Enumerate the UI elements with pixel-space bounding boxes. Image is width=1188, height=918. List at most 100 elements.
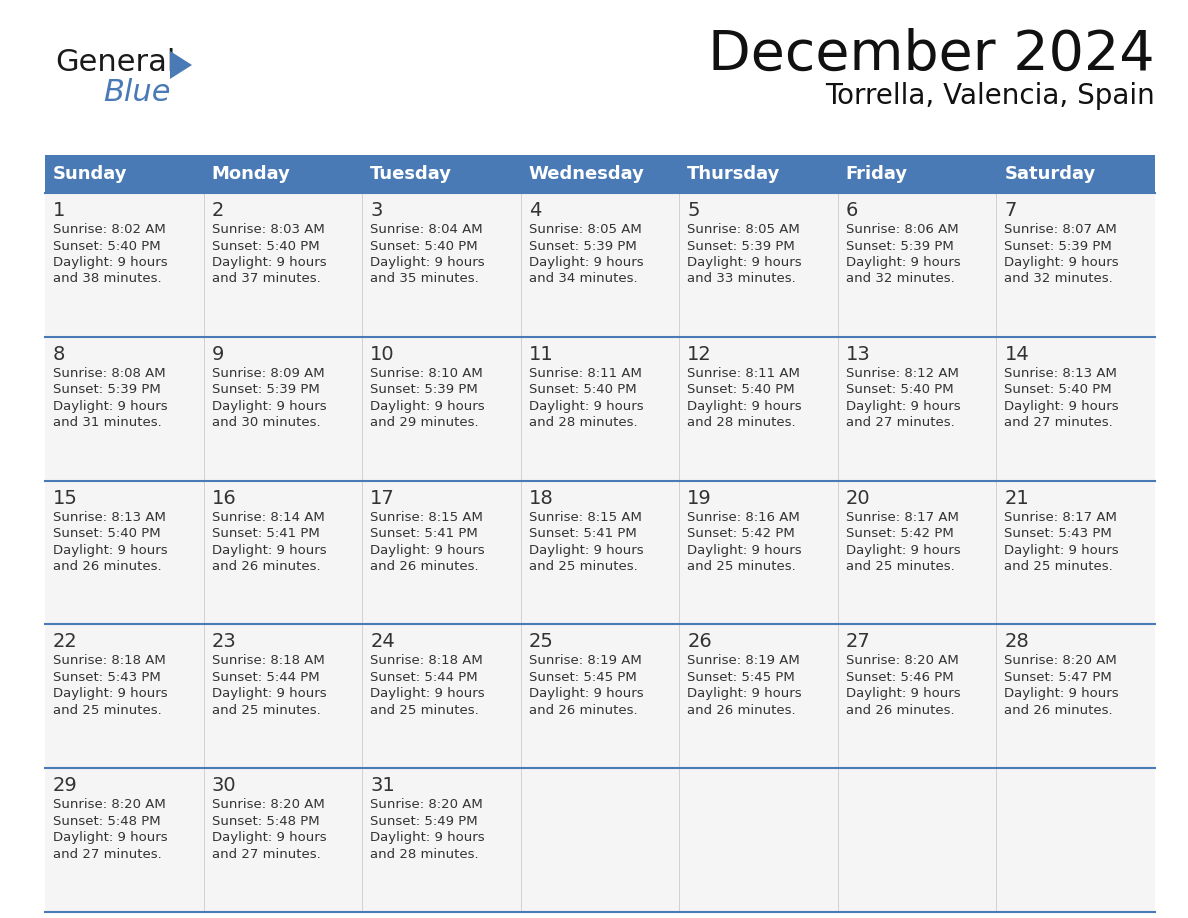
Bar <box>997 193 1155 337</box>
Text: 8: 8 <box>53 345 65 364</box>
Text: and 25 minutes.: and 25 minutes. <box>529 560 638 573</box>
Text: and 28 minutes.: and 28 minutes. <box>529 416 637 430</box>
Bar <box>45 193 203 337</box>
Text: Daylight: 9 hours: Daylight: 9 hours <box>688 543 802 556</box>
Text: Sunset: 5:39 PM: Sunset: 5:39 PM <box>211 384 320 397</box>
Text: Daylight: 9 hours: Daylight: 9 hours <box>211 256 327 269</box>
Text: Sunset: 5:41 PM: Sunset: 5:41 PM <box>529 527 637 540</box>
Text: Saturday: Saturday <box>1004 165 1095 183</box>
Text: Sunset: 5:44 PM: Sunset: 5:44 PM <box>211 671 320 684</box>
Text: 1: 1 <box>53 201 65 220</box>
Text: 21: 21 <box>1004 488 1029 508</box>
Text: Sunrise: 8:19 AM: Sunrise: 8:19 AM <box>688 655 800 667</box>
Bar <box>838 155 997 193</box>
Bar <box>203 193 362 337</box>
Text: Sunrise: 8:20 AM: Sunrise: 8:20 AM <box>846 655 959 667</box>
Text: 10: 10 <box>371 345 394 364</box>
Text: Daylight: 9 hours: Daylight: 9 hours <box>846 688 960 700</box>
Text: Daylight: 9 hours: Daylight: 9 hours <box>1004 688 1119 700</box>
Text: Tuesday: Tuesday <box>371 165 453 183</box>
Text: Sunrise: 8:08 AM: Sunrise: 8:08 AM <box>53 367 165 380</box>
Text: Sunrise: 8:09 AM: Sunrise: 8:09 AM <box>211 367 324 380</box>
Text: and 25 minutes.: and 25 minutes. <box>1004 560 1113 573</box>
Text: Daylight: 9 hours: Daylight: 9 hours <box>371 256 485 269</box>
Bar <box>838 337 997 481</box>
Text: Daylight: 9 hours: Daylight: 9 hours <box>688 400 802 413</box>
Bar <box>997 624 1155 768</box>
Text: and 26 minutes.: and 26 minutes. <box>1004 704 1113 717</box>
Text: Sunset: 5:48 PM: Sunset: 5:48 PM <box>53 814 160 828</box>
Text: 28: 28 <box>1004 633 1029 652</box>
Text: 30: 30 <box>211 777 236 795</box>
Text: Sunset: 5:40 PM: Sunset: 5:40 PM <box>529 384 637 397</box>
Text: 31: 31 <box>371 777 394 795</box>
Text: and 26 minutes.: and 26 minutes. <box>846 704 954 717</box>
Text: Sunset: 5:39 PM: Sunset: 5:39 PM <box>529 240 637 252</box>
Text: and 33 minutes.: and 33 minutes. <box>688 273 796 285</box>
Text: and 30 minutes.: and 30 minutes. <box>211 416 321 430</box>
Bar <box>203 481 362 624</box>
Bar <box>362 337 520 481</box>
Text: 16: 16 <box>211 488 236 508</box>
Text: and 26 minutes.: and 26 minutes. <box>529 704 637 717</box>
Text: Sunset: 5:43 PM: Sunset: 5:43 PM <box>53 671 160 684</box>
Text: 20: 20 <box>846 488 871 508</box>
Text: and 31 minutes.: and 31 minutes. <box>53 416 162 430</box>
Text: Sunrise: 8:05 AM: Sunrise: 8:05 AM <box>688 223 800 236</box>
Text: Daylight: 9 hours: Daylight: 9 hours <box>529 688 644 700</box>
Bar <box>362 193 520 337</box>
Bar <box>362 624 520 768</box>
Text: 14: 14 <box>1004 345 1029 364</box>
Bar <box>362 481 520 624</box>
Text: Daylight: 9 hours: Daylight: 9 hours <box>846 400 960 413</box>
Text: Sunset: 5:41 PM: Sunset: 5:41 PM <box>371 527 478 540</box>
Text: Sunday: Sunday <box>53 165 127 183</box>
Text: and 25 minutes.: and 25 minutes. <box>371 704 479 717</box>
Text: Sunset: 5:48 PM: Sunset: 5:48 PM <box>211 814 320 828</box>
Text: Daylight: 9 hours: Daylight: 9 hours <box>371 400 485 413</box>
Bar <box>203 337 362 481</box>
Text: Sunrise: 8:04 AM: Sunrise: 8:04 AM <box>371 223 482 236</box>
Text: 24: 24 <box>371 633 394 652</box>
Text: Sunset: 5:40 PM: Sunset: 5:40 PM <box>371 240 478 252</box>
Text: Sunrise: 8:03 AM: Sunrise: 8:03 AM <box>211 223 324 236</box>
Text: and 25 minutes.: and 25 minutes. <box>688 560 796 573</box>
Bar <box>680 481 838 624</box>
Text: Daylight: 9 hours: Daylight: 9 hours <box>529 256 644 269</box>
Bar <box>520 624 680 768</box>
Bar <box>680 337 838 481</box>
Bar <box>203 624 362 768</box>
Text: 4: 4 <box>529 201 541 220</box>
Text: and 29 minutes.: and 29 minutes. <box>371 416 479 430</box>
Text: Sunset: 5:39 PM: Sunset: 5:39 PM <box>371 384 478 397</box>
Text: 22: 22 <box>53 633 77 652</box>
Text: Sunrise: 8:12 AM: Sunrise: 8:12 AM <box>846 367 959 380</box>
Text: Sunset: 5:39 PM: Sunset: 5:39 PM <box>688 240 795 252</box>
Text: Wednesday: Wednesday <box>529 165 645 183</box>
Text: 15: 15 <box>53 488 78 508</box>
Bar <box>520 193 680 337</box>
Text: Daylight: 9 hours: Daylight: 9 hours <box>688 256 802 269</box>
Text: and 26 minutes.: and 26 minutes. <box>211 560 321 573</box>
Text: Sunset: 5:40 PM: Sunset: 5:40 PM <box>688 384 795 397</box>
Bar <box>838 481 997 624</box>
Text: and 27 minutes.: and 27 minutes. <box>53 847 162 861</box>
Text: Sunrise: 8:18 AM: Sunrise: 8:18 AM <box>211 655 324 667</box>
Text: Daylight: 9 hours: Daylight: 9 hours <box>529 543 644 556</box>
Text: and 34 minutes.: and 34 minutes. <box>529 273 637 285</box>
Text: 11: 11 <box>529 345 554 364</box>
Text: Daylight: 9 hours: Daylight: 9 hours <box>53 256 168 269</box>
Text: and 27 minutes.: and 27 minutes. <box>846 416 955 430</box>
Text: 18: 18 <box>529 488 554 508</box>
Bar <box>997 155 1155 193</box>
Text: Daylight: 9 hours: Daylight: 9 hours <box>1004 543 1119 556</box>
Bar <box>680 193 838 337</box>
Text: 29: 29 <box>53 777 77 795</box>
Text: General: General <box>55 48 176 77</box>
Text: Daylight: 9 hours: Daylight: 9 hours <box>1004 256 1119 269</box>
Bar <box>520 337 680 481</box>
Text: Sunset: 5:40 PM: Sunset: 5:40 PM <box>53 240 160 252</box>
Polygon shape <box>170 51 192 79</box>
Text: Sunrise: 8:11 AM: Sunrise: 8:11 AM <box>688 367 801 380</box>
Text: 3: 3 <box>371 201 383 220</box>
